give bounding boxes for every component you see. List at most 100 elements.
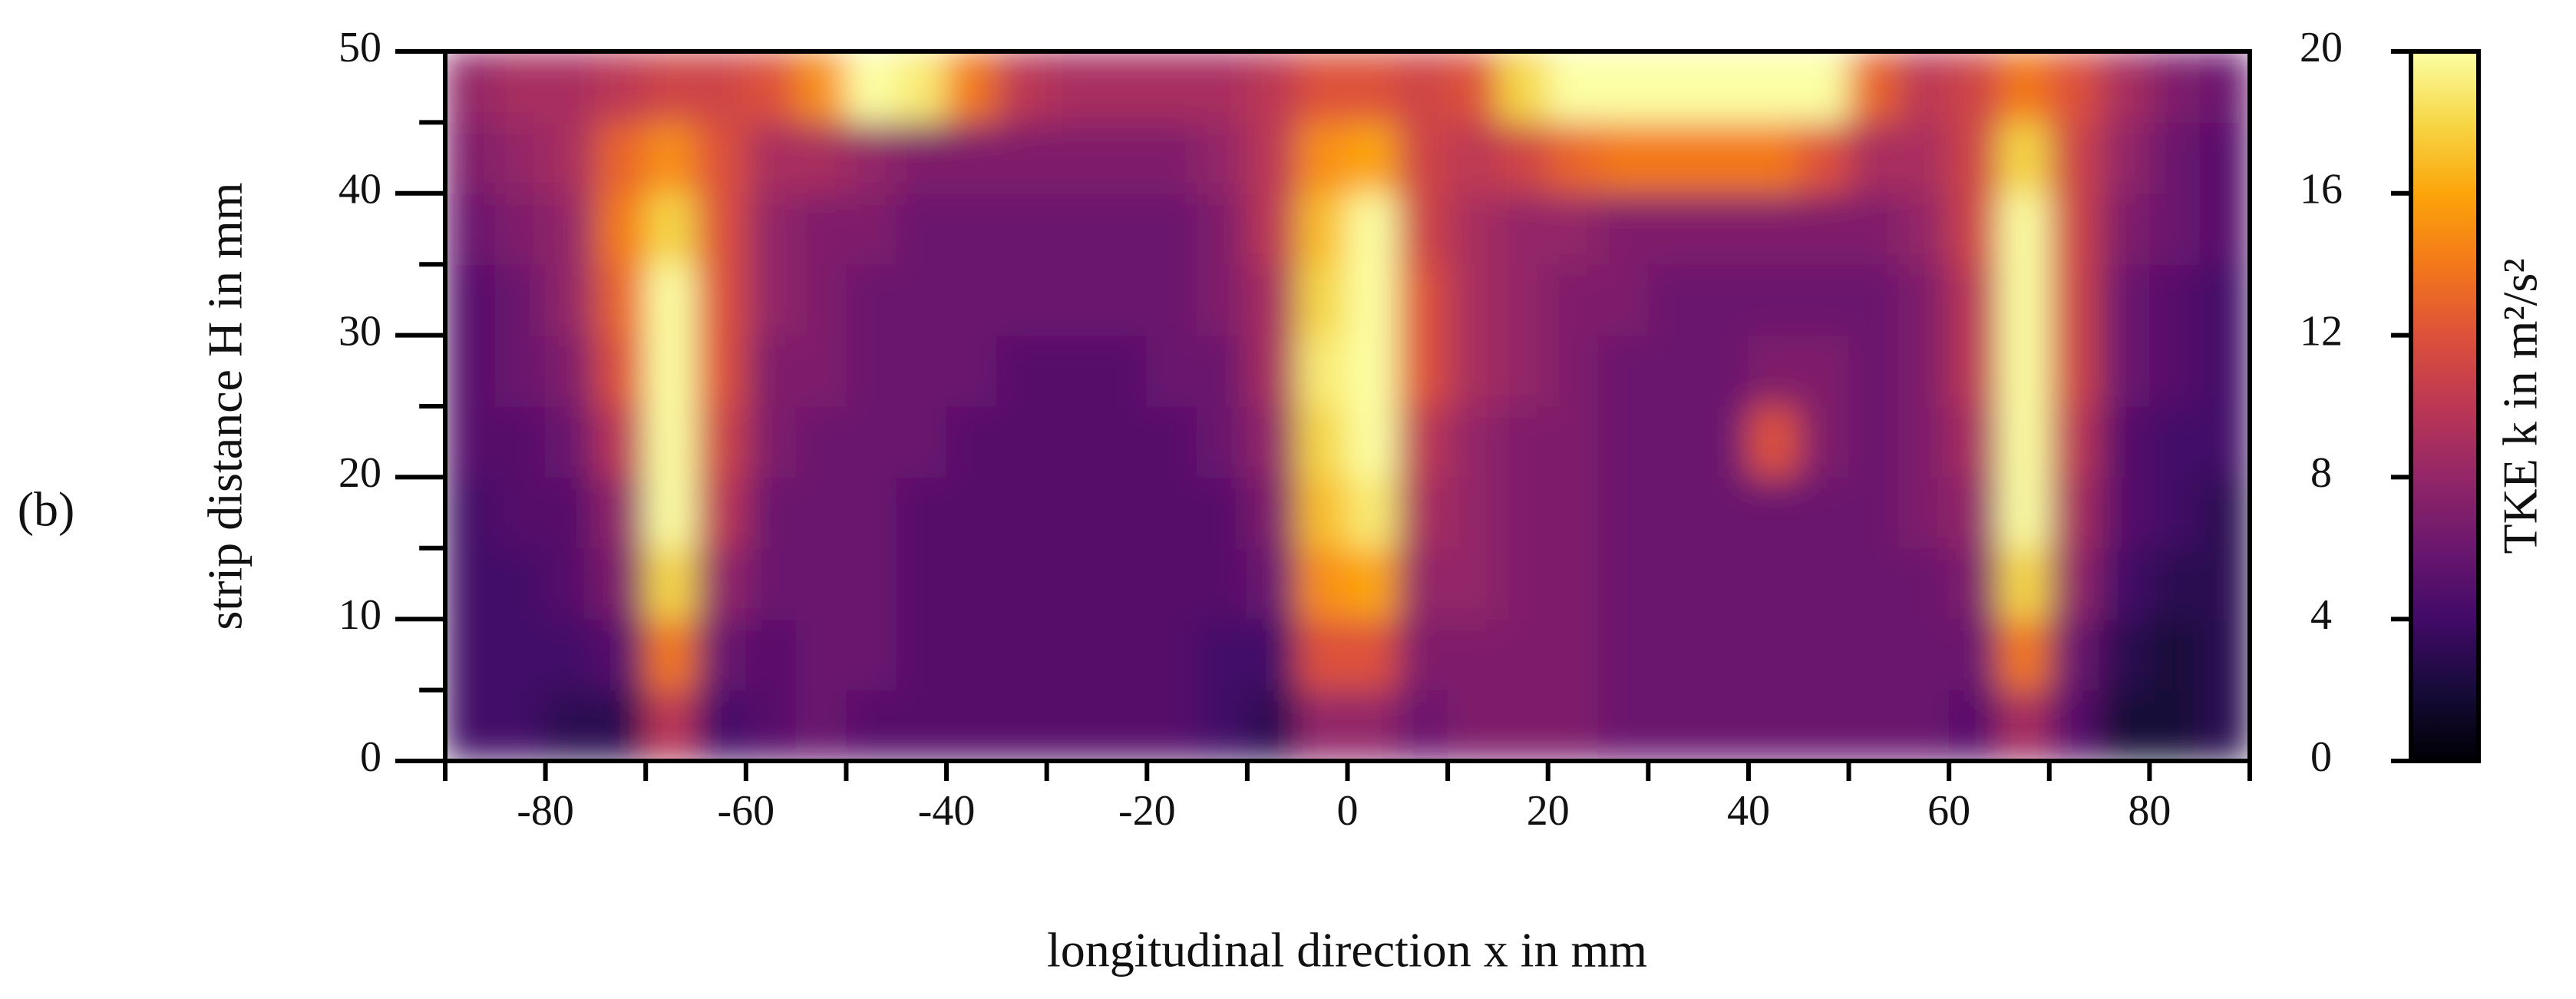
heatmap-cell (1798, 121, 1850, 194)
heatmap-cell (1798, 476, 1850, 549)
heatmap-cell (946, 121, 997, 194)
heatmap-cell (2148, 618, 2201, 691)
heatmap-cell (2049, 121, 2100, 194)
heatmap-cell (1798, 335, 1850, 407)
heatmap-cell (1197, 51, 1248, 123)
y-tick-label: 40 (339, 166, 381, 213)
heatmap-cell (1547, 51, 1599, 123)
heatmap-cell (1146, 618, 1198, 691)
heatmap-cell (2148, 476, 2201, 549)
heatmap-cell (2199, 618, 2250, 691)
heatmap-cell (1898, 405, 1950, 478)
heatmap-cell (946, 193, 997, 265)
heatmap-cell (996, 193, 1048, 265)
heatmap-cell (1647, 121, 1699, 194)
heatmap-cell (2148, 51, 2201, 123)
heatmap-cell (1647, 476, 1699, 549)
heatmap-cell (1347, 405, 1399, 478)
heatmap-cell (1698, 263, 1749, 336)
heatmap-cell (545, 405, 596, 478)
x-axis-label: longitudinal direction x in mm (1047, 923, 1647, 977)
heatmap-cell (1296, 405, 1348, 478)
heatmap-cell (695, 51, 747, 123)
heatmap-cell (1998, 51, 2050, 123)
heatmap-cell (1447, 263, 1498, 336)
heatmap-cell (1046, 263, 1098, 336)
heatmap-cell (1798, 51, 1850, 123)
colorbar-tick-label: 4 (2310, 591, 2332, 639)
heatmap-cell (1748, 618, 1799, 691)
heatmap-cell (1647, 618, 1699, 691)
heatmap-cell (2199, 547, 2250, 620)
heatmap-cell (996, 547, 1048, 620)
heatmap-cell (896, 405, 947, 478)
heatmap-cell (1948, 690, 2000, 761)
heatmap-cell (645, 547, 697, 620)
heatmap-cell (1347, 193, 1399, 265)
heatmap-cell (1197, 618, 1248, 691)
heatmap-cell (745, 335, 797, 407)
x-tick-label: -60 (718, 787, 775, 835)
heatmap-cell (745, 121, 797, 194)
heatmap-cell (1146, 335, 1198, 407)
heatmap-cell (695, 263, 747, 336)
heatmap-cell (1447, 618, 1498, 691)
heatmap-cell (1447, 51, 1498, 123)
heatmap-cell (996, 51, 1048, 123)
heatmap-cell (1998, 405, 2050, 478)
heatmap-cell (695, 193, 747, 265)
heatmap-cell (595, 193, 646, 265)
heatmap-cell (2049, 405, 2100, 478)
heatmap-cell (1447, 335, 1498, 407)
heatmap-cell (2148, 263, 2201, 336)
heatmap-cell (1547, 193, 1599, 265)
heatmap-cell (1096, 193, 1148, 265)
heatmap-cell (545, 263, 596, 336)
heatmap-cell (1247, 405, 1298, 478)
heatmap-cell (2148, 121, 2201, 194)
heatmap-cell (1397, 263, 1448, 336)
heatmap-cell (1046, 547, 1098, 620)
heatmap-cell (1998, 263, 2050, 336)
heatmap-cell (1547, 121, 1599, 194)
heatmap-cell (2199, 690, 2250, 761)
heatmap-cell (545, 547, 596, 620)
heatmap-cell (645, 121, 697, 194)
heatmap-cell (494, 51, 547, 123)
heatmap-cell (1597, 405, 1649, 478)
heatmap-cell (996, 263, 1048, 336)
heatmap-cell (2049, 547, 2100, 620)
heatmap-cell (1397, 476, 1448, 549)
heatmap-cell (1146, 121, 1198, 194)
heatmap-cell (1547, 618, 1599, 691)
heatmap-cell (1748, 263, 1799, 336)
heatmap-cell (1497, 335, 1549, 407)
heatmap-cell (845, 476, 897, 549)
heatmap-cell (1547, 690, 1599, 761)
heatmap-cell (1597, 193, 1649, 265)
x-tick-label: 80 (2128, 787, 2171, 835)
heatmap-cell (1497, 193, 1549, 265)
heatmap-cell (545, 193, 596, 265)
heatmap-cell (1397, 405, 1448, 478)
heatmap-cell (1698, 690, 1749, 761)
heatmap-cell (1948, 263, 2000, 336)
colorbar-tick-label: 8 (2310, 449, 2332, 497)
heatmap-cell (1798, 193, 1850, 265)
heatmap-cell (695, 476, 747, 549)
heatmap-cell (1096, 51, 1148, 123)
heatmap-cell (645, 618, 697, 691)
heatmap-cell (845, 547, 897, 620)
heatmap-cell (1848, 335, 1900, 407)
heatmap-cell (1948, 193, 2000, 265)
heatmap-cell (896, 193, 947, 265)
heatmap-cell (896, 547, 947, 620)
colorbar-tick-label: 12 (2300, 307, 2343, 355)
heatmap-cell (1296, 263, 1348, 336)
heatmap-cell (1798, 547, 1850, 620)
heatmap-cell (946, 476, 997, 549)
heatmap-cell (1296, 547, 1348, 620)
heatmap-cell (795, 121, 847, 194)
heatmap-cell (1247, 335, 1298, 407)
heatmap-cell (1748, 690, 1799, 761)
